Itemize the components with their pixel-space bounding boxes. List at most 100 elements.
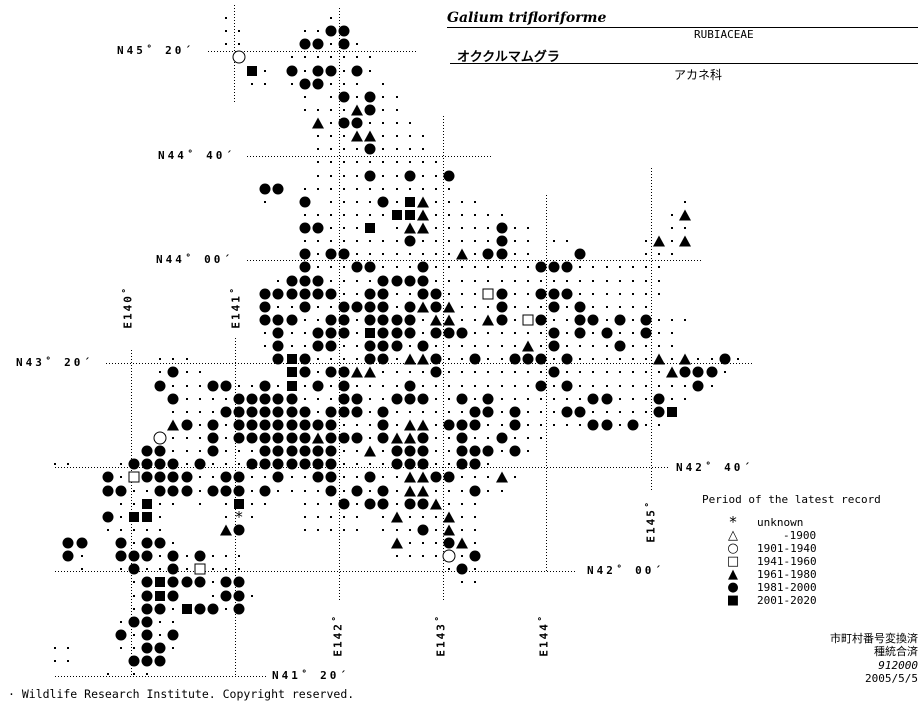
grid-dot [54, 660, 57, 663]
grid-dot [421, 148, 424, 151]
record-filled-circle [456, 445, 468, 457]
record-filled-circle [272, 419, 284, 431]
grid-dot [369, 489, 372, 492]
record-filled-triangle [416, 222, 429, 234]
grid-dot [356, 200, 359, 203]
record-filled-circle [587, 314, 599, 326]
record-filled-circle [430, 327, 442, 339]
record-filled-circle [338, 25, 350, 37]
grid-dot [238, 463, 241, 466]
grid-dot [316, 318, 319, 321]
grid-dot [434, 384, 437, 387]
grid-dot [566, 305, 569, 308]
grid-dot [303, 345, 306, 348]
record-filled-circle [325, 248, 337, 260]
record-filled-circle [128, 550, 140, 562]
latitude-line [247, 260, 703, 261]
legend-list: * unknown △ -1900 ○ 1901-1940 □ 1941-1960 ▲ 1961-… [702, 515, 881, 608]
grid-dot [395, 122, 398, 125]
record-filled-circle [272, 406, 284, 418]
grid-dot [224, 17, 227, 20]
legend-item-label: 1901-1940 [757, 542, 817, 555]
record-filled-circle [286, 445, 298, 457]
grid-dot [251, 450, 254, 453]
record-filled-circle [259, 380, 271, 392]
grid-dot [343, 515, 346, 518]
grid-dot [408, 292, 411, 295]
record-filled-circle [469, 485, 481, 497]
record-filled-circle [338, 248, 350, 260]
record-filled-triangle [416, 419, 429, 431]
grid-dot [631, 305, 634, 308]
grid-dot [211, 555, 214, 558]
record-filled-circle [154, 485, 166, 497]
grid-dot [421, 332, 424, 335]
record-filled-circle [364, 288, 376, 300]
record-filled-circle [115, 537, 127, 549]
grid-dot [382, 174, 385, 177]
grid-dot [592, 305, 595, 308]
grid-dot [605, 292, 608, 295]
grid-dot [461, 227, 464, 230]
grid-dot [316, 502, 319, 505]
record-filled-circle [482, 445, 494, 457]
record-filled-circle [391, 327, 403, 339]
grid-dot [251, 384, 254, 387]
grid-dot [343, 148, 346, 151]
grid-dot [474, 502, 477, 505]
grid-dot [146, 568, 149, 571]
record-filled-circle [574, 327, 586, 339]
grid-dot [526, 227, 529, 230]
grid-dot [343, 463, 346, 466]
grid-dot [369, 161, 372, 164]
grid-dot [224, 502, 227, 505]
record-filled-circle [272, 353, 284, 365]
record-filled-circle [167, 550, 179, 562]
grid-dot [618, 266, 621, 269]
grid-dot [618, 332, 621, 335]
grid-dot [54, 463, 57, 466]
grid-dot [553, 358, 556, 361]
grid-dot [631, 266, 634, 269]
grid-dot [264, 200, 267, 203]
grid-dot [553, 410, 556, 413]
grid-dot [329, 43, 332, 46]
record-filled-circle [417, 275, 429, 287]
grid-dot [316, 161, 319, 164]
record-filled-circle [377, 406, 389, 418]
record-filled-circle [417, 432, 429, 444]
grid-dot [356, 95, 359, 98]
grid-dot [710, 384, 713, 387]
record-filled-circle [141, 629, 153, 641]
record-filled-square [404, 209, 415, 220]
longitude-label: E141˚ [229, 285, 243, 329]
grid-dot [421, 187, 424, 190]
grid-dot [631, 397, 634, 400]
grid-dot [133, 607, 136, 610]
grid-dot [329, 56, 332, 59]
grid-dot [303, 502, 306, 505]
grid-dot [343, 108, 346, 111]
grid-dot [382, 253, 385, 256]
grid-dot [421, 135, 424, 138]
grid-dot [500, 450, 503, 453]
grid-dot [277, 279, 280, 282]
record-filled-circle [469, 406, 481, 418]
grid-dot [684, 227, 687, 230]
record-filled-circle [299, 366, 311, 378]
legend-item: □ 1941-1960 [702, 555, 881, 568]
grid-dot [172, 647, 175, 650]
record-filled-circle [141, 576, 153, 588]
record-filled-circle [325, 471, 337, 483]
grid-dot [644, 345, 647, 348]
grid-dot [369, 423, 372, 426]
grid-dot [434, 397, 437, 400]
record-filled-circle [456, 419, 468, 431]
record-filled-circle [141, 655, 153, 667]
grid-dot [329, 279, 332, 282]
grid-dot [513, 384, 516, 387]
record-filled-circle [286, 432, 298, 444]
grid-dot [539, 410, 542, 413]
grid-dot [474, 384, 477, 387]
grid-dot [448, 437, 451, 440]
